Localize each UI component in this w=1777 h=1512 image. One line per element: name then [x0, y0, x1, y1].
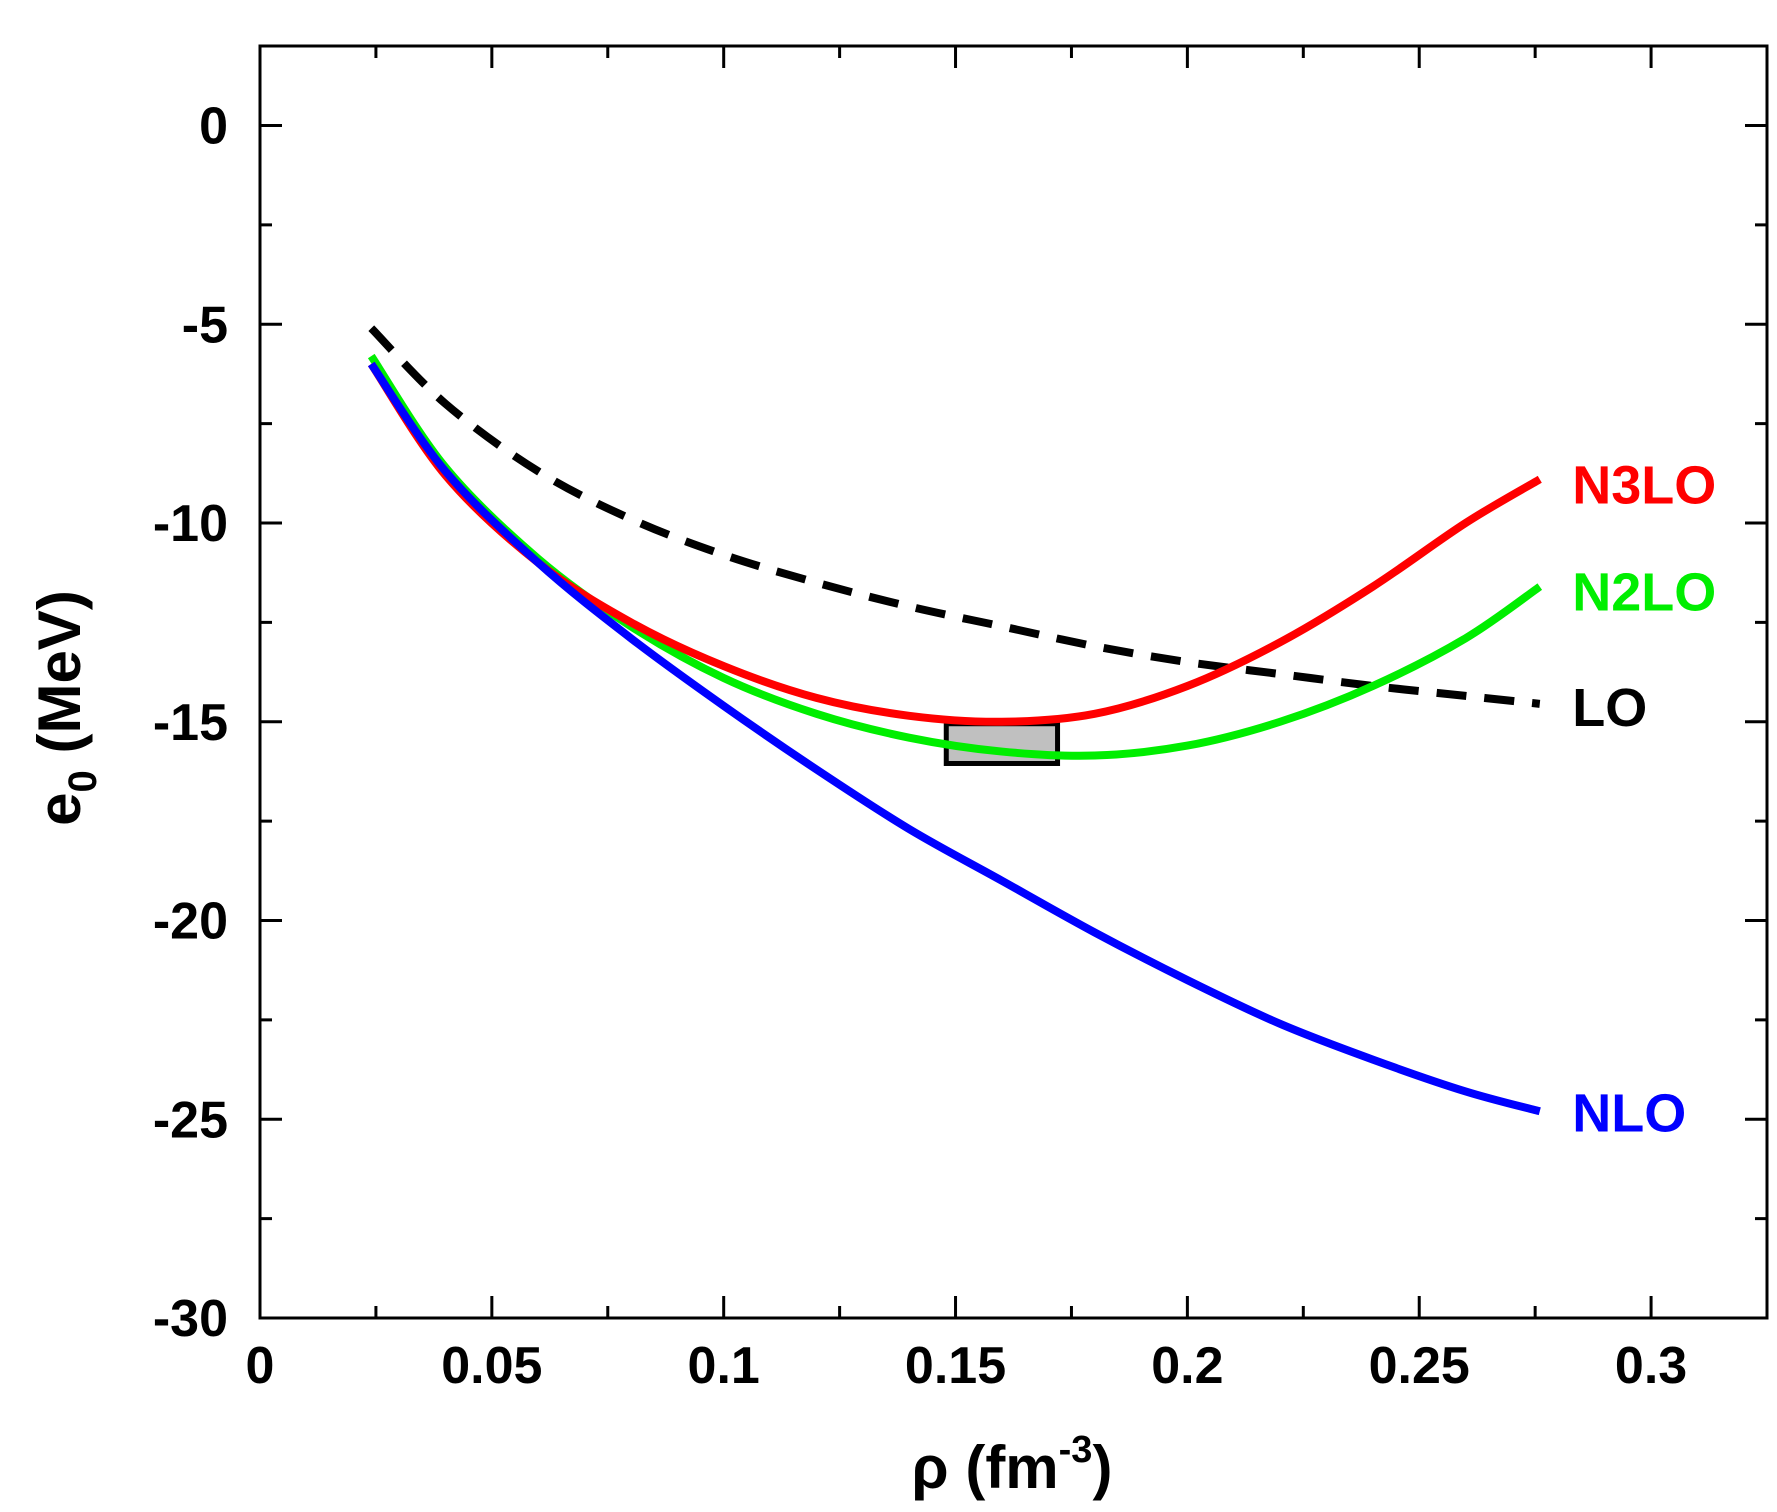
y-tick-label: -25: [153, 1091, 228, 1149]
x-tick-label: 0.05: [441, 1337, 542, 1395]
x-axis: 0 0.05 0.1 0.15 0.2 0.25 0.3: [246, 46, 1769, 1395]
x-tick-label: 0.25: [1369, 1337, 1470, 1395]
y-tick-label: -20: [153, 893, 228, 951]
x-tick-label: 0.15: [905, 1337, 1006, 1395]
series-layer: [367, 325, 1543, 1116]
x-axis-title: ρ (fm-3): [912, 1429, 1113, 1501]
y-tick-label: -30: [153, 1290, 228, 1348]
series-line-nlo: [367, 361, 1541, 1116]
series-line-n3lo: [367, 361, 1542, 726]
y-axis-title-base: e: [26, 792, 93, 825]
y-axis: 0 -5 -10 -15 -20 -25 -30: [153, 98, 1767, 1348]
plot-frame: [258, 44, 1769, 1320]
x-tick-label: 0.1: [688, 1337, 760, 1395]
y-tick-label: -15: [153, 694, 228, 752]
series-label-n3lo: N3LO: [1572, 455, 1716, 515]
x-tick-label: 0.2: [1151, 1337, 1223, 1395]
series-label-lo: LO: [1572, 678, 1647, 738]
y-axis-title-tail: (MeV): [26, 590, 93, 770]
series-label-nlo: NLO: [1572, 1083, 1686, 1143]
series-label-n2lo: N2LO: [1572, 563, 1716, 623]
y-axis-title: e0 (MeV): [26, 590, 105, 826]
x-tick-label: 0.3: [1615, 1337, 1687, 1395]
series-labels: N3LO N2LO LO NLO: [1572, 455, 1716, 1143]
y-tick-label: -10: [153, 495, 228, 553]
y-axis-title-sub: 0: [61, 770, 105, 792]
series-line-lo: [368, 325, 1541, 708]
x-axis-title-tail: ): [1092, 1434, 1112, 1501]
x-axis-title-base: ρ (fm: [912, 1434, 1059, 1501]
y-tick-label: 0: [199, 98, 228, 156]
x-tick-label: 0: [246, 1337, 275, 1395]
y-tick-label: -5: [182, 296, 228, 354]
plot-area: [258, 44, 1769, 1320]
x-axis-title-sup: -3: [1059, 1429, 1093, 1471]
series-line-n2lo: [367, 353, 1543, 760]
